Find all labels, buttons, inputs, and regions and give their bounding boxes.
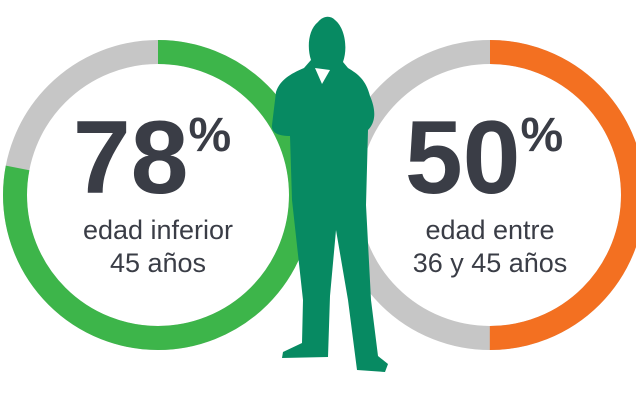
gauge-caption: 45 años [110, 248, 206, 278]
value-unit: % [521, 109, 564, 162]
gauge-arc [335, 40, 636, 350]
value-unit: % [189, 109, 232, 162]
gauge-caption: 36 y 45 años [413, 248, 568, 278]
gauge-caption: edad entre [425, 215, 554, 245]
person-silhouette [271, 16, 388, 372]
value-label: 78% [73, 100, 231, 216]
value-number: 50 [405, 100, 521, 216]
value-label: 50% [405, 100, 563, 216]
value-number: 78 [73, 100, 189, 216]
shirt [315, 68, 330, 84]
gauge-caption: edad inferior [83, 215, 233, 245]
